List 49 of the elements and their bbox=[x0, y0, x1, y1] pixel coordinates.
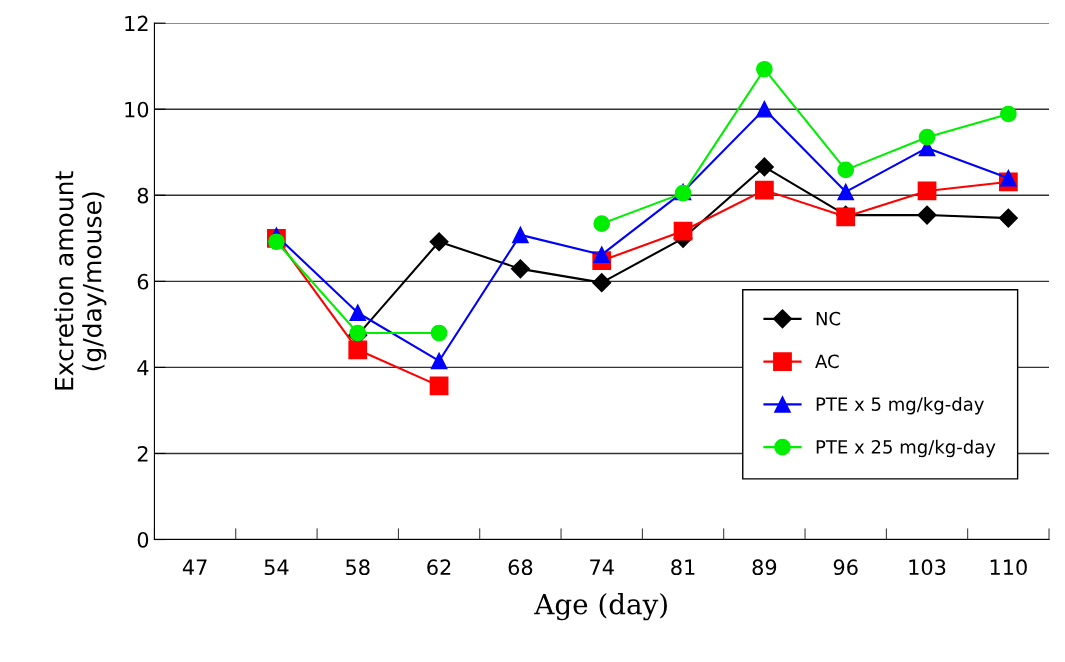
legend-label: PTE x 25 mg/kg-day bbox=[816, 439, 996, 458]
point bbox=[917, 205, 937, 225]
x-tick-label: 62 bbox=[427, 559, 451, 576]
x-tick-label: 47 bbox=[182, 559, 207, 575]
y-tick-label: 8 bbox=[137, 187, 149, 204]
point bbox=[837, 183, 855, 201]
y-tick-label: 2 bbox=[137, 445, 148, 462]
point bbox=[837, 161, 855, 179]
point bbox=[673, 221, 693, 241]
point bbox=[1000, 169, 1017, 187]
legend-label: PTE x 5 mg/kg-day bbox=[816, 396, 984, 415]
point bbox=[510, 259, 530, 279]
x-tick-label: 58 bbox=[346, 559, 370, 576]
y-tick-label: 10 bbox=[125, 101, 149, 118]
point bbox=[592, 273, 612, 293]
x-tick-label: 89 bbox=[752, 559, 777, 576]
y-tick-label: 0 bbox=[137, 531, 149, 548]
point bbox=[593, 246, 611, 264]
x-tick-label: 96 bbox=[833, 559, 858, 576]
legend-label: NC bbox=[816, 311, 841, 326]
y-tick-label: 12 bbox=[125, 15, 148, 32]
x-axis-title: Age (day) bbox=[534, 593, 667, 621]
y-tick-label: 6 bbox=[137, 273, 149, 290]
point bbox=[429, 376, 449, 396]
y-axis-title: Excretion amount (g/day/mouse) bbox=[54, 171, 107, 390]
point bbox=[430, 352, 448, 370]
point bbox=[918, 128, 936, 146]
y-tick-label: 4 bbox=[137, 360, 149, 376]
point bbox=[756, 100, 773, 118]
point bbox=[429, 232, 449, 252]
x-tick-label: 103 bbox=[909, 559, 946, 576]
x-tick-label: 74 bbox=[590, 559, 614, 575]
point bbox=[756, 60, 773, 78]
point bbox=[268, 233, 285, 251]
x-tick-label: 81 bbox=[671, 559, 695, 576]
legend-label: AC bbox=[815, 354, 839, 369]
x-tick-label: 54 bbox=[264, 559, 289, 576]
x-tick-label: 110 bbox=[990, 559, 1027, 576]
point bbox=[430, 324, 448, 342]
point bbox=[512, 226, 529, 244]
point bbox=[917, 181, 937, 201]
point bbox=[998, 208, 1018, 228]
point bbox=[348, 340, 368, 360]
point bbox=[755, 180, 774, 200]
point bbox=[1000, 105, 1017, 123]
point bbox=[754, 157, 774, 177]
x-tick-label: 68 bbox=[508, 559, 533, 576]
point bbox=[349, 304, 367, 322]
point bbox=[593, 215, 611, 233]
